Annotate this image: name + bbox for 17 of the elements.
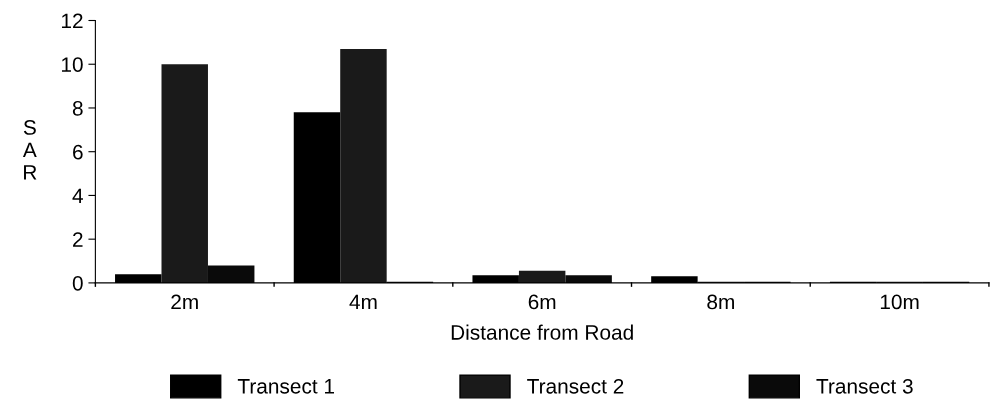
y-tick-label: 2 [73, 232, 83, 247]
y-tick-label: 10 [61, 57, 83, 72]
x-tick-label: 4m [349, 294, 377, 310]
y-tick-label: 0 [72, 275, 83, 291]
y-axis-title: SAR [22, 120, 37, 180]
y-tick-label: 4 [72, 188, 83, 203]
y-tick-label: 8 [72, 100, 83, 116]
y-tick-label: 12 [61, 13, 83, 29]
legend-label: Transect 3 [816, 378, 913, 394]
y-tick-label: 6 [73, 144, 83, 160]
x-axis-title: Distance from Road [451, 324, 633, 340]
x-tick-label: 2m [171, 294, 198, 310]
legend-label: Transect 2 [527, 378, 624, 394]
x-tick-label: 8m [707, 294, 734, 310]
legend-label: Transect 1 [237, 379, 334, 394]
x-tick-label: 6m [528, 294, 556, 310]
x-tick-label: 10m [880, 294, 919, 310]
